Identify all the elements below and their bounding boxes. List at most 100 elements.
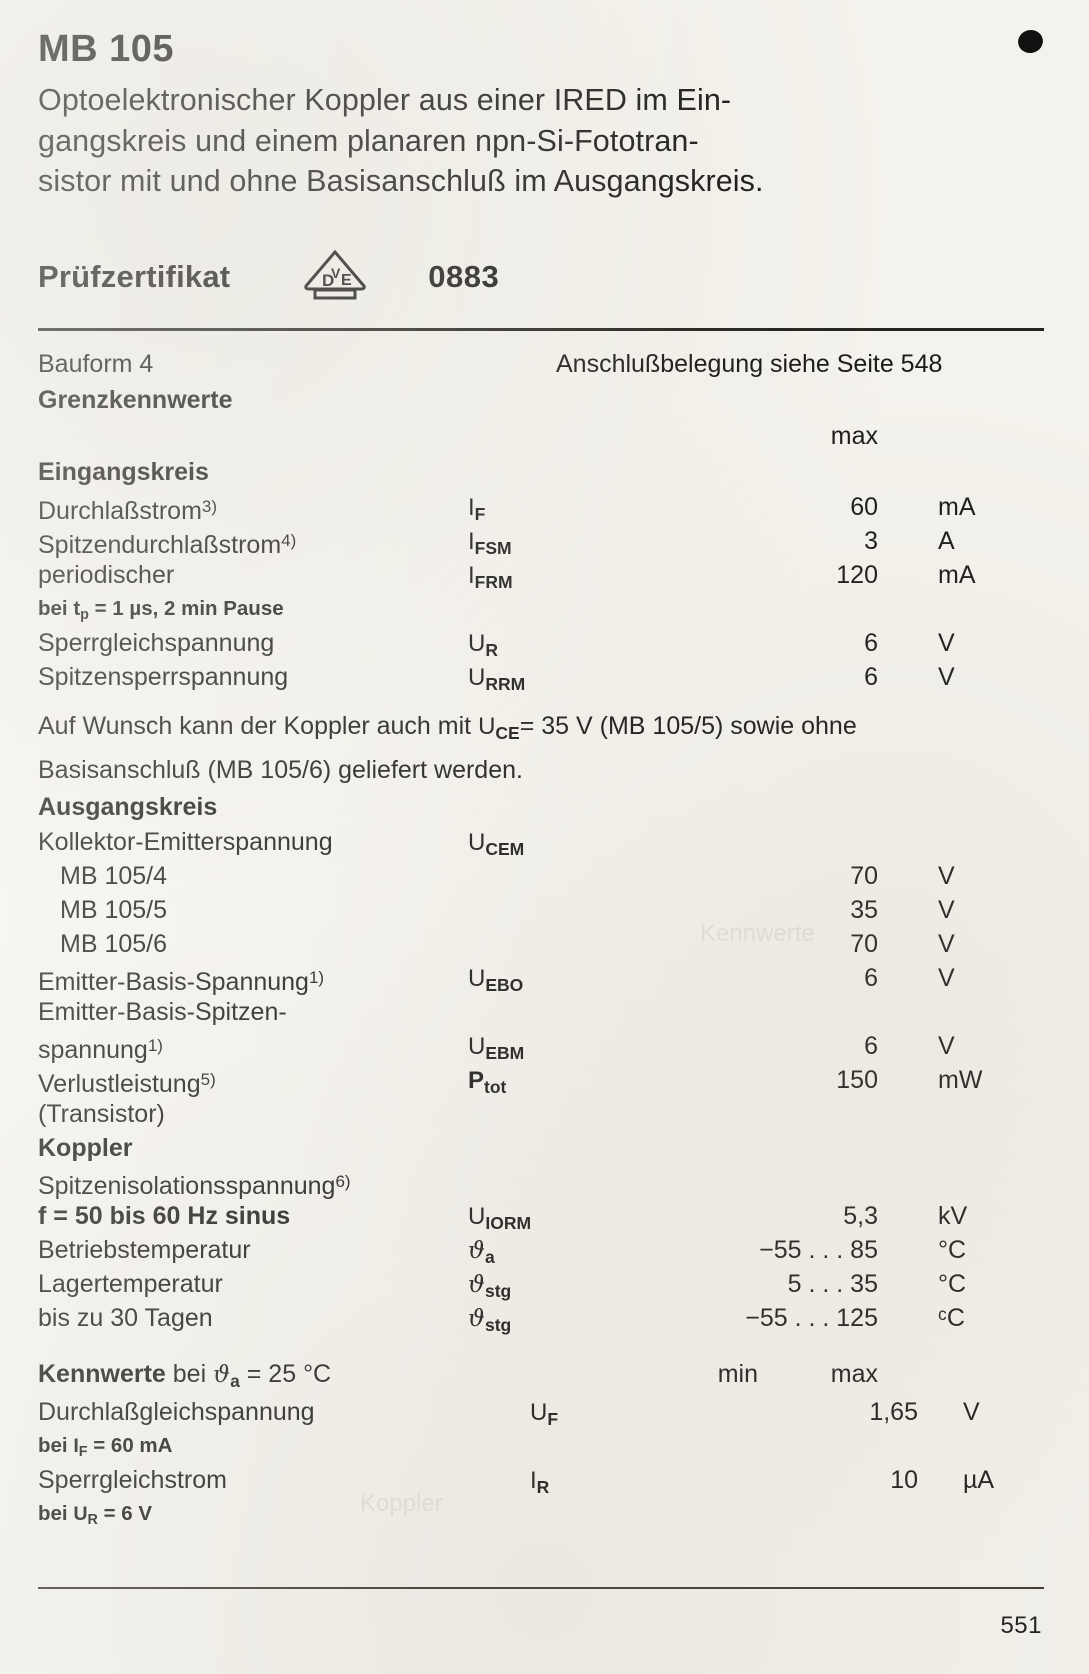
row-value: 3 bbox=[864, 527, 878, 555]
coupler-section-title-row: Koppler bbox=[38, 1131, 1044, 1165]
table-row: Sperrgleichspannung UR 6 V bbox=[38, 626, 1044, 660]
isolation-title-row: Spitzenisolationsspannung6) bbox=[38, 1165, 1044, 1200]
limits-title: Grenzkennwerte bbox=[38, 386, 233, 414]
limits-title-row: Grenzkennwerte bbox=[38, 382, 1044, 418]
table-row: f = 50 bis 60 Hz sinus UIORM 5,3 kV bbox=[38, 1199, 1044, 1233]
row-label: Sperrgleichspannung bbox=[38, 629, 275, 657]
footnote-marker: 5) bbox=[200, 1069, 216, 1089]
row-value: 70 bbox=[850, 929, 878, 958]
pulse-condition-text: bei tp = 1 µs, 2 min Pause bbox=[38, 597, 284, 624]
footnote-marker: 1) bbox=[308, 967, 325, 987]
option-note-line-2: Basisanschluß (MB 105/6) geliefert werde… bbox=[38, 755, 523, 784]
row-unit: mA bbox=[938, 561, 976, 589]
row-unit: °C bbox=[938, 1235, 967, 1264]
table-row: Emitter-Basis-Spannung1) UEBO 6 V bbox=[38, 961, 1044, 996]
option-note-line-1: Auf Wunsch kann der Koppler auch mit UCE… bbox=[38, 708, 1044, 752]
certificate-label: Prüfzertifikat bbox=[38, 259, 231, 294]
option-note-line-1-text: Auf Wunsch kann der Koppler auch mit UCE… bbox=[38, 712, 857, 743]
coupler-section-title: Koppler bbox=[38, 1133, 133, 1162]
table-row: MB 105/4 70 V bbox=[38, 859, 1044, 893]
row-symbol: URRM bbox=[468, 664, 526, 694]
row-symbol: IFSM bbox=[468, 528, 512, 558]
row-label: Sperrgleichstrom bbox=[38, 1465, 227, 1494]
table-row: Sperrgleichstrom IR 10 µA bbox=[38, 1463, 1044, 1497]
condition-row: bei UR = 6 V bbox=[38, 1497, 1044, 1531]
row-symbol: ϑstg bbox=[468, 1269, 512, 1301]
max-header-row: max bbox=[38, 418, 1044, 454]
page-number: 551 bbox=[1000, 1612, 1042, 1639]
divider-top bbox=[38, 328, 1044, 331]
table-row: Kollektor-Emitterspannung UCEM bbox=[38, 825, 1044, 859]
product-description: Optoelektronischer Koppler aus einer IRE… bbox=[38, 80, 1044, 202]
row-unit: V bbox=[938, 629, 955, 657]
row-unit: V bbox=[938, 895, 955, 924]
row-label: f = 50 bis 60 Hz sinus bbox=[38, 1201, 291, 1230]
row-value: −55 . . . 125 bbox=[745, 1303, 878, 1332]
row-label: Lagertemperatur bbox=[38, 1269, 223, 1298]
table-row: Durchlaßstrom3) IF 60 mA bbox=[38, 490, 1044, 525]
row-value: 150 bbox=[836, 1065, 878, 1094]
row-unit: V bbox=[938, 929, 955, 958]
table-row: Durchlaßgleichspannung UF 1,65 V bbox=[38, 1395, 1044, 1429]
description-line-2: gangskreis und einem planaren npn-Si-Fot… bbox=[38, 123, 699, 158]
footnote-marker: 6) bbox=[335, 1171, 351, 1191]
table-row: Emitter-Basis-Spitzen- bbox=[38, 995, 1044, 1029]
input-section-title: Eingangskreis bbox=[38, 458, 209, 486]
row-label: Betriebstemperatur bbox=[38, 1235, 251, 1264]
column-header-max: max bbox=[830, 422, 878, 450]
row-unit: V bbox=[938, 1031, 955, 1060]
row-value: 6 bbox=[864, 963, 878, 992]
row-label: periodischer bbox=[38, 561, 175, 589]
row-symbol: IFRM bbox=[468, 562, 513, 592]
output-section-title: Ausgangskreis bbox=[38, 792, 218, 821]
svg-text:V: V bbox=[331, 265, 341, 281]
row-symbol: IF bbox=[468, 494, 486, 524]
page-content: MB 105 Optoelektronischer Koppler aus ei… bbox=[36, 0, 1048, 1674]
transistor-note-row: (Transistor) bbox=[38, 1097, 1044, 1131]
corner-dot-mark bbox=[1015, 27, 1046, 56]
column-header-max-2: max bbox=[830, 1359, 878, 1388]
row-unit: V bbox=[963, 1397, 980, 1426]
row-value: 120 bbox=[836, 561, 878, 589]
row-label: Verlustleistung5) bbox=[38, 1069, 216, 1099]
row-symbol: UIORM bbox=[468, 1202, 532, 1233]
row-value: 35 bbox=[850, 895, 878, 924]
row-symbol: Ptot bbox=[468, 1066, 507, 1097]
row-unit: kV bbox=[938, 1201, 968, 1230]
specification-table: Bauform 4 Anschlußbelegung siehe Seite 5… bbox=[38, 346, 1044, 1531]
row-unit: V bbox=[938, 963, 955, 992]
row-symbol: UR bbox=[468, 630, 498, 660]
table-row: MB 105/6 70 V bbox=[38, 927, 1044, 961]
footnote-marker: 4) bbox=[281, 531, 297, 550]
vde-mark-icon: D V E bbox=[302, 249, 368, 301]
characteristics-header-row: Kennwerte bei ϑa = 25 °C min max bbox=[38, 1357, 1044, 1395]
divider-bottom bbox=[38, 1587, 1044, 1589]
certificate-number: 0883 bbox=[428, 259, 500, 294]
row-label: spannung1) bbox=[38, 1035, 163, 1065]
row-label: MB 105/5 bbox=[60, 895, 168, 924]
condition-row: bei IF = 60 mA bbox=[38, 1429, 1044, 1463]
svg-text:E: E bbox=[341, 272, 352, 289]
row-value: 6 bbox=[864, 1031, 878, 1060]
row-label: Spitzensperrspannung bbox=[38, 663, 289, 691]
table-row: Spitzensperrspannung URRM 6 V bbox=[38, 660, 1044, 694]
svg-text:D: D bbox=[322, 271, 334, 290]
bauform-label: Bauform 4 bbox=[38, 350, 154, 378]
row-label: Durchlaßgleichspannung bbox=[38, 1397, 315, 1426]
characteristics-title: Kennwerte bei ϑa = 25 °C bbox=[38, 1359, 332, 1391]
footnote-marker: 1) bbox=[147, 1035, 163, 1055]
row-label: MB 105/4 bbox=[60, 861, 168, 890]
row-symbol: UEBM bbox=[468, 1032, 525, 1063]
row-value: 70 bbox=[850, 861, 878, 890]
row-symbol: UF bbox=[530, 1398, 559, 1429]
row-value: 6 bbox=[864, 629, 878, 657]
row-label: Durchlaßstrom3) bbox=[38, 497, 218, 526]
certificate-row: Prüfzertifikat D V E 0883 bbox=[38, 249, 500, 301]
description-line-3: sistor mit und ohne Basisanschluß im Aus… bbox=[38, 164, 764, 198]
table-row: Betriebstemperatur ϑa −55 . . . 85 °C bbox=[38, 1233, 1044, 1267]
row-symbol: ϑstg bbox=[468, 1303, 512, 1335]
row-label: Emitter-Basis-Spitzen- bbox=[38, 997, 287, 1026]
bauform-line: Bauform 4 Anschlußbelegung siehe Seite 5… bbox=[38, 346, 1044, 382]
page-title: MB 105 bbox=[38, 28, 175, 70]
